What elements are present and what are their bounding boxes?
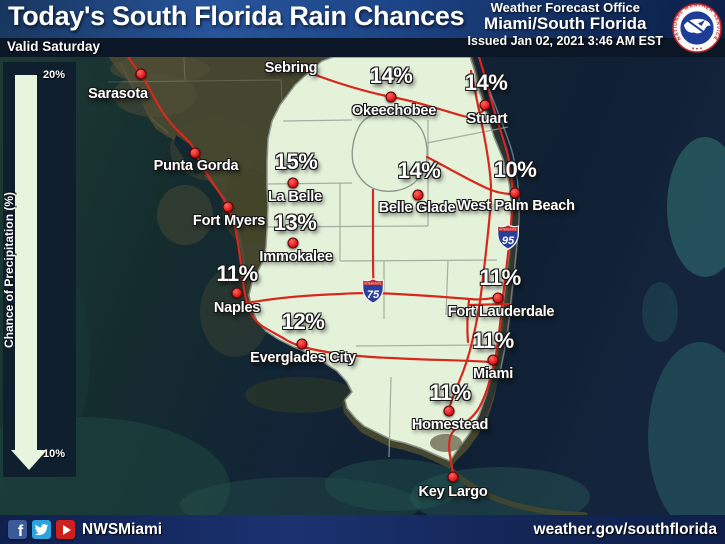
rain-chance-label: 14% — [464, 70, 508, 95]
rain-chance-label: 11% — [472, 328, 514, 353]
city-label: Naples — [213, 300, 261, 316]
city-label: Punta Gorda — [153, 158, 239, 174]
city-dot — [447, 471, 459, 483]
valid-bar: Valid Saturday — [0, 38, 725, 57]
svg-text:95: 95 — [502, 235, 515, 247]
lake-okeechobee — [351, 112, 428, 192]
rain-chance-label: 15% — [274, 149, 318, 174]
rain-chance-label: 11% — [216, 261, 258, 286]
city-dot — [412, 189, 424, 201]
city-dot — [443, 405, 455, 417]
city-dot — [385, 91, 397, 103]
county-lines — [266, 119, 509, 458]
highways — [126, 57, 514, 476]
valid-label: Valid Saturday — [7, 39, 101, 54]
forecast-map: INTERSTATE 75 INTERSTATE 95 Sarasota Seb… — [0, 57, 725, 515]
city-dot — [296, 338, 308, 350]
city-dot — [222, 201, 234, 213]
city-dot — [135, 68, 147, 80]
city-label: Fort Lauderdale — [447, 304, 555, 320]
city-dot — [287, 237, 299, 249]
website-link[interactable]: weather.gov/southflorida — [533, 520, 717, 538]
city-label: Homestead — [411, 417, 489, 433]
office-line1: Weather Forecast Office — [490, 0, 640, 15]
twitter-icon[interactable] — [32, 520, 51, 539]
facebook-icon[interactable]: f — [8, 520, 27, 539]
office-block: Weather Forecast Office Miami/South Flor… — [468, 1, 663, 49]
social-handle[interactable]: NWSMiami — [82, 520, 163, 538]
play-icon — [62, 524, 71, 535]
florida-keys — [450, 469, 588, 515]
rain-chance-label: 14% — [397, 158, 441, 183]
rain-chance-label: 11% — [479, 265, 521, 290]
city-label: Immokalee — [259, 249, 333, 265]
svg-text:INTERSTATE: INTERSTATE — [500, 227, 517, 231]
precip-legend: 20% 10% Chance of Precipitation (%) — [2, 62, 76, 477]
footer-bar: f NWSMiami weather.gov/southflorida — [0, 515, 725, 544]
rain-chance-label: 12% — [281, 309, 325, 334]
city-dot — [189, 147, 201, 159]
map-base-art: INTERSTATE 75 INTERSTATE 95 — [0, 57, 725, 515]
city-dot — [487, 354, 499, 366]
city-label: Sebring — [264, 60, 318, 76]
twitter-bird-icon — [34, 524, 49, 536]
header-bar: Today's South Florida Rain Chances — [0, 0, 725, 38]
city-dot — [479, 99, 491, 111]
legend-max: 20% — [43, 69, 66, 81]
city-label: Belle Glade — [378, 200, 456, 216]
rain-chance-label: 10% — [493, 157, 537, 182]
city-label: West Palm Beach — [457, 198, 575, 214]
svg-text:75: 75 — [367, 289, 380, 301]
youtube-icon[interactable] — [56, 520, 75, 539]
rain-chance-label: 14% — [369, 63, 413, 88]
legend-bar — [11, 74, 47, 470]
city-label: Sarasota — [88, 86, 148, 102]
legend-min: 10% — [43, 448, 66, 460]
legend-title: Chance of Precipitation (%) — [2, 191, 16, 348]
i75-shield: INTERSTATE 75 — [362, 278, 384, 304]
city-dot — [287, 177, 299, 189]
issued-line: Issued Jan 02, 2021 3:46 AM EST — [467, 34, 663, 49]
rain-chance-label: 13% — [273, 210, 317, 235]
page-title: Today's South Florida Rain Chances — [8, 1, 465, 31]
i95-shield: INTERSTATE 95 — [497, 224, 519, 250]
city-label: Everglades City — [250, 350, 356, 366]
city-label: Okeechobee — [351, 103, 437, 119]
city-dot — [492, 292, 504, 304]
city-label: La Belle — [267, 189, 323, 205]
city-label: Key Largo — [418, 484, 488, 500]
city-label: Stuart — [466, 111, 508, 127]
office-line2: Miami/South Florida — [484, 13, 647, 33]
nws-logo-icon: NATIONAL WEATHER SERVICE — [672, 3, 722, 53]
city-dot — [509, 187, 521, 199]
svg-text:INTERSTATE: INTERSTATE — [365, 281, 382, 285]
city-label: Fort Myers — [192, 213, 266, 229]
city-dot — [231, 287, 243, 299]
rain-chance-label: 11% — [429, 380, 471, 405]
city-label: Miami — [472, 366, 514, 382]
